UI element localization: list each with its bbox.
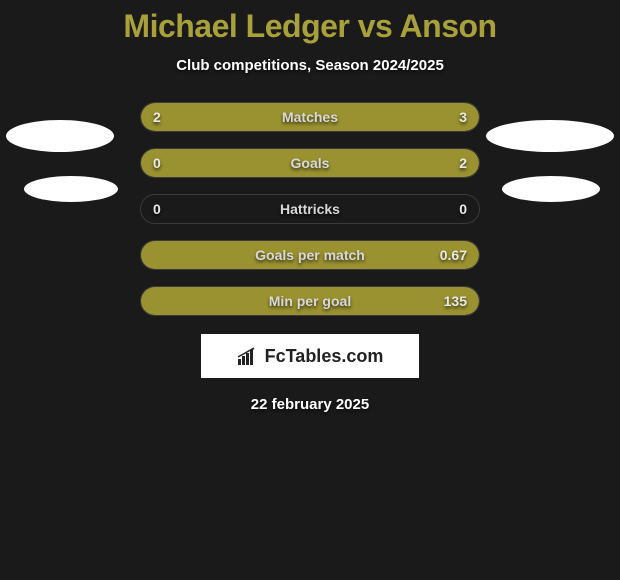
page-subtitle: Club competitions, Season 2024/2025 (0, 57, 620, 74)
page-title: Michael Ledger vs Anson (0, 0, 620, 45)
stat-value-right: 2 (459, 149, 467, 177)
stat-value-right: 3 (459, 103, 467, 131)
bar-chart-icon (237, 347, 259, 365)
stat-label: Hattricks (141, 195, 479, 223)
player-left-ellipse-large (6, 120, 114, 152)
stat-row: Min per goal 135 (140, 286, 480, 316)
stat-label: Goals per match (141, 241, 479, 269)
stat-value-right: 135 (444, 287, 467, 315)
stat-row: 0 Goals 2 (140, 148, 480, 178)
stat-label: Matches (141, 103, 479, 131)
fctables-logo[interactable]: FcTables.com (201, 334, 419, 378)
player-left-ellipse-small (24, 176, 118, 202)
stat-row: 2 Matches 3 (140, 102, 480, 132)
stat-value-right: 0 (459, 195, 467, 223)
fctables-logo-text: FcTables.com (265, 346, 384, 367)
player-right-ellipse-small (502, 176, 600, 202)
stat-row: Goals per match 0.67 (140, 240, 480, 270)
stat-value-right: 0.67 (440, 241, 467, 269)
stat-row: 0 Hattricks 0 (140, 194, 480, 224)
player-right-ellipse-large (486, 120, 614, 152)
stat-label: Min per goal (141, 287, 479, 315)
footer-date: 22 february 2025 (0, 396, 620, 413)
stat-label: Goals (141, 149, 479, 177)
